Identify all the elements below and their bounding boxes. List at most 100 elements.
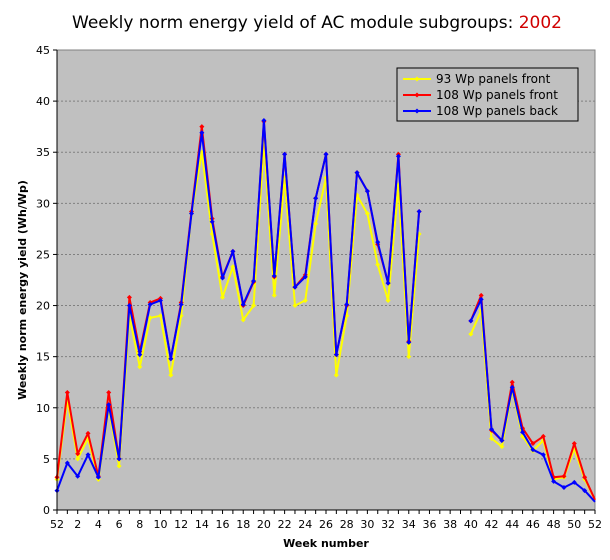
x-tick-label: 50 — [567, 518, 581, 531]
data-point — [468, 331, 474, 337]
data-point — [137, 364, 143, 370]
data-point — [64, 389, 70, 395]
x-tick-label: 2 — [74, 518, 81, 531]
x-tick-label: 14 — [195, 518, 209, 531]
data-point — [540, 433, 546, 439]
y-axis-label: Weekly norm energy yield (Wh/Wp) — [16, 180, 29, 400]
plot-area — [56, 49, 596, 511]
x-tick-label: 12 — [174, 518, 188, 531]
data-point — [251, 278, 257, 284]
legend-marker — [414, 76, 420, 82]
data-point — [551, 478, 557, 484]
legend-label: 93 Wp panels front — [436, 72, 551, 86]
x-tick-label: 30 — [360, 518, 374, 531]
x-tick-label: 46 — [526, 518, 540, 531]
x-tick-label: 38 — [443, 518, 457, 531]
data-point — [209, 219, 215, 225]
data-point — [468, 318, 474, 324]
data-point — [220, 294, 226, 300]
x-tick-label: 10 — [153, 518, 167, 531]
data-point — [478, 296, 484, 302]
data-point — [509, 384, 515, 390]
data-point — [571, 441, 577, 447]
series-line-1 — [56, 141, 421, 481]
y-tick-label: 40 — [36, 95, 50, 108]
x-tick-label: 18 — [236, 518, 250, 531]
data-point — [261, 118, 267, 124]
data-point — [395, 153, 401, 159]
x-tick-label: 24 — [298, 518, 312, 531]
data-point — [530, 441, 536, 447]
data-point — [85, 452, 91, 458]
legend-marker — [414, 92, 420, 98]
data-point — [168, 372, 174, 378]
x-tick-label: 34 — [402, 518, 416, 531]
data-point — [323, 151, 329, 157]
x-tick-label: 52 — [50, 518, 64, 531]
data-point — [85, 430, 91, 436]
chart-title: Weekly norm energy yield of AC module su… — [72, 13, 562, 33]
x-tick-label: 6 — [116, 518, 123, 531]
x-tick-label: 22 — [278, 518, 292, 531]
y-tick-label: 35 — [36, 146, 50, 159]
data-point — [75, 473, 81, 479]
data-point — [116, 463, 122, 469]
data-point — [302, 274, 308, 280]
data-point — [540, 452, 546, 458]
legend-label: 108 Wp panels front — [436, 88, 558, 102]
data-point — [147, 315, 153, 321]
data-point — [75, 451, 81, 457]
data-point — [364, 188, 370, 194]
data-point — [530, 447, 536, 453]
data-point — [157, 313, 163, 319]
series-lines — [54, 118, 596, 503]
data-point — [582, 474, 588, 480]
x-tick-label: 42 — [485, 518, 499, 531]
x-tick-label: 32 — [381, 518, 395, 531]
data-point — [64, 460, 70, 466]
x-tick-label: 8 — [136, 518, 143, 531]
series-line-3 — [56, 119, 421, 491]
data-point — [271, 292, 277, 298]
legend-label: 108 Wp panels back — [436, 104, 558, 118]
x-tick-label: 40 — [464, 518, 478, 531]
data-point — [178, 302, 184, 308]
data-point — [292, 303, 298, 309]
y-tick-label: 10 — [36, 402, 50, 415]
data-point — [302, 297, 308, 303]
data-point — [230, 248, 236, 254]
data-point — [509, 379, 515, 385]
data-point — [199, 130, 205, 136]
data-point — [406, 354, 412, 360]
data-point — [375, 262, 381, 268]
x-tick-label: 48 — [547, 518, 561, 531]
data-point — [478, 292, 484, 298]
y-tick-label: 15 — [36, 351, 50, 364]
data-point — [385, 297, 391, 303]
data-point — [157, 297, 163, 303]
data-point — [520, 429, 526, 435]
data-point — [313, 195, 319, 201]
y-tick-label: 30 — [36, 197, 50, 210]
data-point — [561, 473, 567, 479]
y-tick-label: 45 — [36, 44, 50, 57]
data-point — [106, 402, 112, 408]
data-point — [126, 294, 132, 300]
data-point — [189, 211, 194, 217]
data-point — [75, 456, 81, 462]
data-point — [240, 317, 246, 323]
y-axis-ticks: 0 5 10 15 20 25 30 35 40 45 — [36, 44, 57, 517]
data-point — [416, 209, 422, 215]
data-point — [126, 303, 132, 309]
data-point — [333, 352, 339, 358]
y-tick-label: 0 — [43, 504, 50, 517]
x-tick-label: 36 — [422, 518, 436, 531]
x-axis-label: Week number — [283, 537, 369, 550]
chart-title-text: Weekly norm energy yield of AC module su… — [72, 13, 519, 33]
legend-marker — [414, 108, 420, 114]
x-tick-label: 26 — [319, 518, 333, 531]
data-point — [116, 456, 122, 462]
data-point — [354, 170, 360, 176]
legend: 93 Wp panels front 108 Wp panels front 108… — [396, 67, 579, 122]
y-tick-label: 20 — [36, 300, 50, 313]
